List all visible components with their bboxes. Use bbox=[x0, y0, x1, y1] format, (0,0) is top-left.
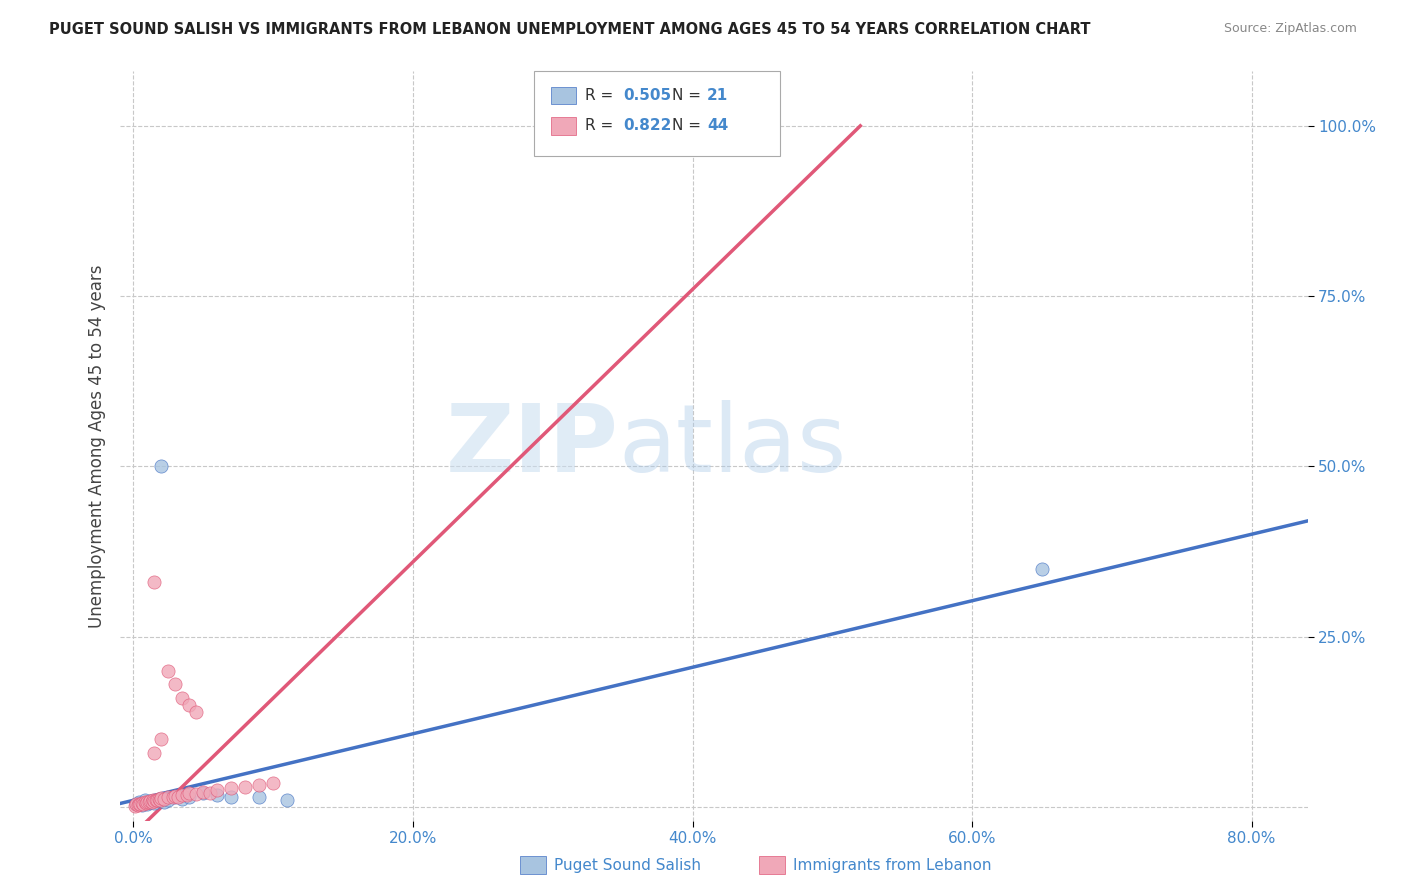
Point bbox=[146, 793, 169, 807]
Point bbox=[165, 789, 187, 804]
Point bbox=[172, 792, 194, 806]
Point bbox=[150, 792, 173, 806]
Point bbox=[247, 778, 270, 792]
Point bbox=[125, 797, 148, 812]
Point bbox=[136, 797, 159, 811]
Point bbox=[167, 789, 190, 804]
Point bbox=[131, 797, 153, 812]
Point bbox=[125, 797, 148, 811]
Text: R =: R = bbox=[585, 119, 619, 133]
Point bbox=[150, 731, 173, 746]
Point bbox=[162, 790, 184, 805]
Point bbox=[165, 677, 187, 691]
Point bbox=[157, 793, 180, 807]
Point bbox=[149, 792, 172, 806]
Point bbox=[221, 789, 243, 804]
Text: Immigrants from Lebanon: Immigrants from Lebanon bbox=[793, 858, 991, 872]
Text: R =: R = bbox=[585, 88, 619, 103]
Point bbox=[262, 776, 284, 790]
Point bbox=[172, 691, 194, 706]
Point bbox=[142, 793, 165, 807]
Point bbox=[129, 797, 152, 812]
Point bbox=[193, 785, 215, 799]
Text: Source: ZipAtlas.com: Source: ZipAtlas.com bbox=[1223, 22, 1357, 36]
Text: 44: 44 bbox=[707, 119, 728, 133]
Point bbox=[207, 783, 229, 797]
Point bbox=[165, 789, 187, 804]
Text: PUGET SOUND SALISH VS IMMIGRANTS FROM LEBANON UNEMPLOYMENT AMONG AGES 45 TO 54 Y: PUGET SOUND SALISH VS IMMIGRANTS FROM LE… bbox=[49, 22, 1091, 37]
Text: atlas: atlas bbox=[619, 400, 846, 492]
Point bbox=[148, 793, 170, 807]
Point bbox=[221, 780, 243, 795]
Point bbox=[135, 796, 157, 810]
Point bbox=[276, 793, 298, 807]
Point bbox=[179, 698, 201, 712]
Point bbox=[143, 746, 166, 760]
Y-axis label: Unemployment Among Ages 45 to 54 years: Unemployment Among Ages 45 to 54 years bbox=[87, 264, 105, 628]
Point bbox=[143, 794, 166, 808]
Point bbox=[186, 705, 208, 719]
Point bbox=[150, 791, 173, 805]
Point bbox=[1031, 561, 1053, 575]
Point bbox=[148, 792, 170, 806]
Point bbox=[134, 793, 156, 807]
Text: 0.822: 0.822 bbox=[623, 119, 671, 133]
Point bbox=[247, 789, 270, 804]
Point bbox=[128, 797, 150, 811]
Point bbox=[139, 794, 162, 808]
Point bbox=[157, 789, 180, 804]
Point bbox=[233, 780, 256, 794]
Text: ZIP: ZIP bbox=[446, 400, 619, 492]
Point bbox=[179, 789, 201, 804]
Point bbox=[145, 792, 167, 806]
Point bbox=[179, 786, 201, 800]
Point bbox=[138, 795, 160, 809]
Point bbox=[200, 786, 222, 800]
Point bbox=[193, 786, 215, 800]
Point bbox=[141, 795, 163, 809]
Point bbox=[143, 575, 166, 590]
Point bbox=[124, 798, 146, 813]
Point bbox=[157, 664, 180, 678]
Point bbox=[139, 795, 162, 809]
Point bbox=[153, 795, 176, 809]
Point bbox=[176, 789, 198, 803]
Text: N =: N = bbox=[672, 88, 706, 103]
Point bbox=[136, 795, 159, 809]
Point bbox=[134, 795, 156, 809]
Text: 21: 21 bbox=[707, 88, 728, 103]
Point bbox=[172, 788, 194, 802]
Point bbox=[186, 787, 208, 801]
Point bbox=[128, 795, 150, 809]
Point bbox=[207, 788, 229, 802]
Point bbox=[150, 459, 173, 474]
Point bbox=[131, 796, 153, 810]
Point bbox=[132, 797, 155, 811]
Text: Puget Sound Salish: Puget Sound Salish bbox=[554, 858, 702, 872]
Point bbox=[127, 797, 149, 812]
Text: 0.505: 0.505 bbox=[623, 88, 671, 103]
Point bbox=[153, 792, 176, 806]
Point bbox=[143, 796, 166, 810]
Text: N =: N = bbox=[672, 119, 706, 133]
